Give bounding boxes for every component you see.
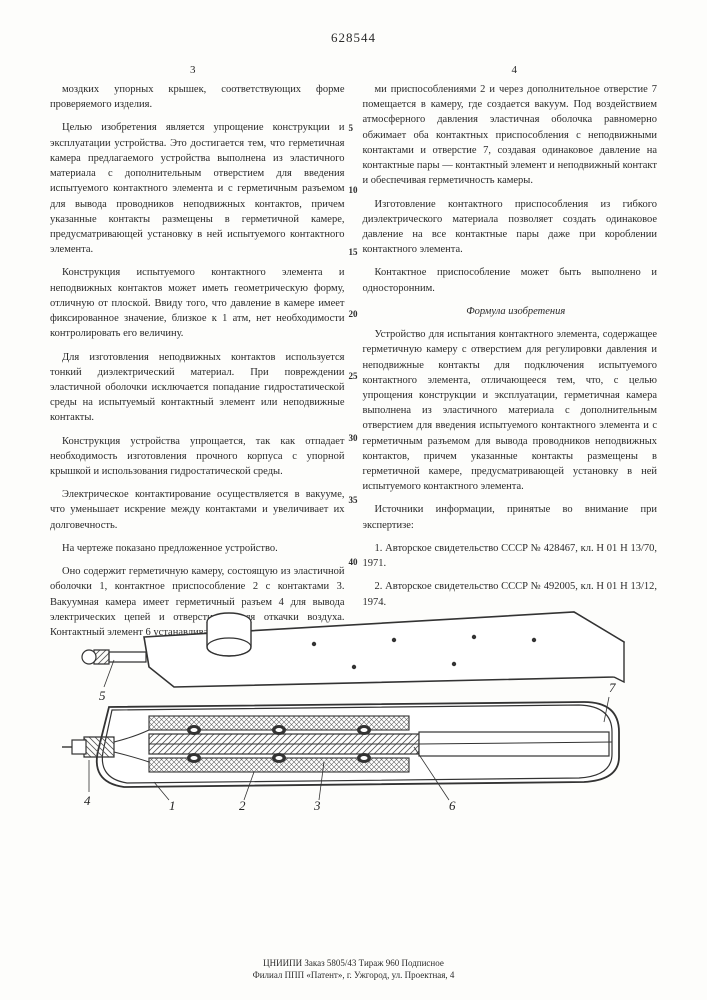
callout-6: 6 — [449, 798, 456, 812]
paragraph: Для изготовления неподвижных контактов и… — [50, 350, 345, 426]
paragraph: 1. Авторское свидетельство СССР № 428467… — [363, 541, 658, 571]
right-column: 5 10 15 20 25 30 35 40 ми приспособления… — [363, 82, 658, 562]
line-number: 20 — [349, 310, 358, 319]
line-number: 40 — [349, 558, 358, 567]
callout-2: 2 — [239, 798, 246, 812]
paragraph: Изготовление контактного приспособления … — [363, 197, 658, 258]
cross-section — [62, 702, 619, 787]
paragraph: Электрическое контактирование осуществля… — [50, 487, 345, 533]
right-col-number: 4 — [512, 64, 518, 76]
line-number: 30 — [349, 434, 358, 443]
document-number: 628544 — [50, 30, 657, 46]
text-columns: моздких упорных крышек, соответствующих … — [50, 82, 657, 562]
footer-line-1: ЦНИИПИ Заказ 5805/43 Тираж 960 Подписное — [0, 957, 707, 970]
line-number: 35 — [349, 496, 358, 505]
device-diagram: 5 4 1 2 3 6 7 — [54, 582, 654, 812]
line-number: 5 — [349, 124, 358, 133]
paragraph: Устройство для испытания контактного эле… — [363, 327, 658, 494]
paragraph: Источники информации, принятые во вниман… — [363, 502, 658, 532]
formula-title: Формула изобретения — [363, 304, 658, 319]
paragraph: Целью изобретения является упрощение кон… — [50, 120, 345, 257]
paragraph: На чертеже показано предложенное устройс… — [50, 541, 345, 556]
imprint-footer: ЦНИИПИ Заказ 5805/43 Тираж 960 Подписное… — [0, 957, 707, 982]
callout-5: 5 — [99, 688, 106, 703]
callout-4: 4 — [84, 793, 91, 808]
left-column: моздких упорных крышек, соответствующих … — [50, 82, 345, 562]
callout-1: 1 — [169, 798, 176, 812]
line-number: 10 — [349, 186, 358, 195]
technical-drawing: 5 4 1 2 3 6 7 — [50, 582, 657, 842]
left-col-number: 3 — [190, 64, 196, 76]
top-plate — [82, 612, 624, 687]
callout-7: 7 — [609, 680, 616, 695]
paragraph: Конструкция испытуемого контактного элем… — [50, 265, 345, 341]
patent-page: 628544 3 4 моздких упорных крышек, соотв… — [0, 0, 707, 1000]
line-number-gutter: 5 10 15 20 25 30 35 40 — [349, 82, 358, 620]
paragraph: Конструкция устройства упрощается, так к… — [50, 434, 345, 480]
callout-3: 3 — [313, 798, 321, 812]
paragraph: ми приспособлениями 2 и через дополнител… — [363, 82, 658, 189]
paragraph: Контактное приспособление может быть вып… — [363, 265, 658, 295]
column-page-numbers: 3 4 — [50, 64, 657, 76]
line-number: 25 — [349, 372, 358, 381]
footer-line-2: Филиал ППП «Патент», г. Ужгород, ул. Про… — [0, 969, 707, 982]
paragraph: моздких упорных крышек, соответствующих … — [50, 82, 345, 112]
line-number: 15 — [349, 248, 358, 257]
